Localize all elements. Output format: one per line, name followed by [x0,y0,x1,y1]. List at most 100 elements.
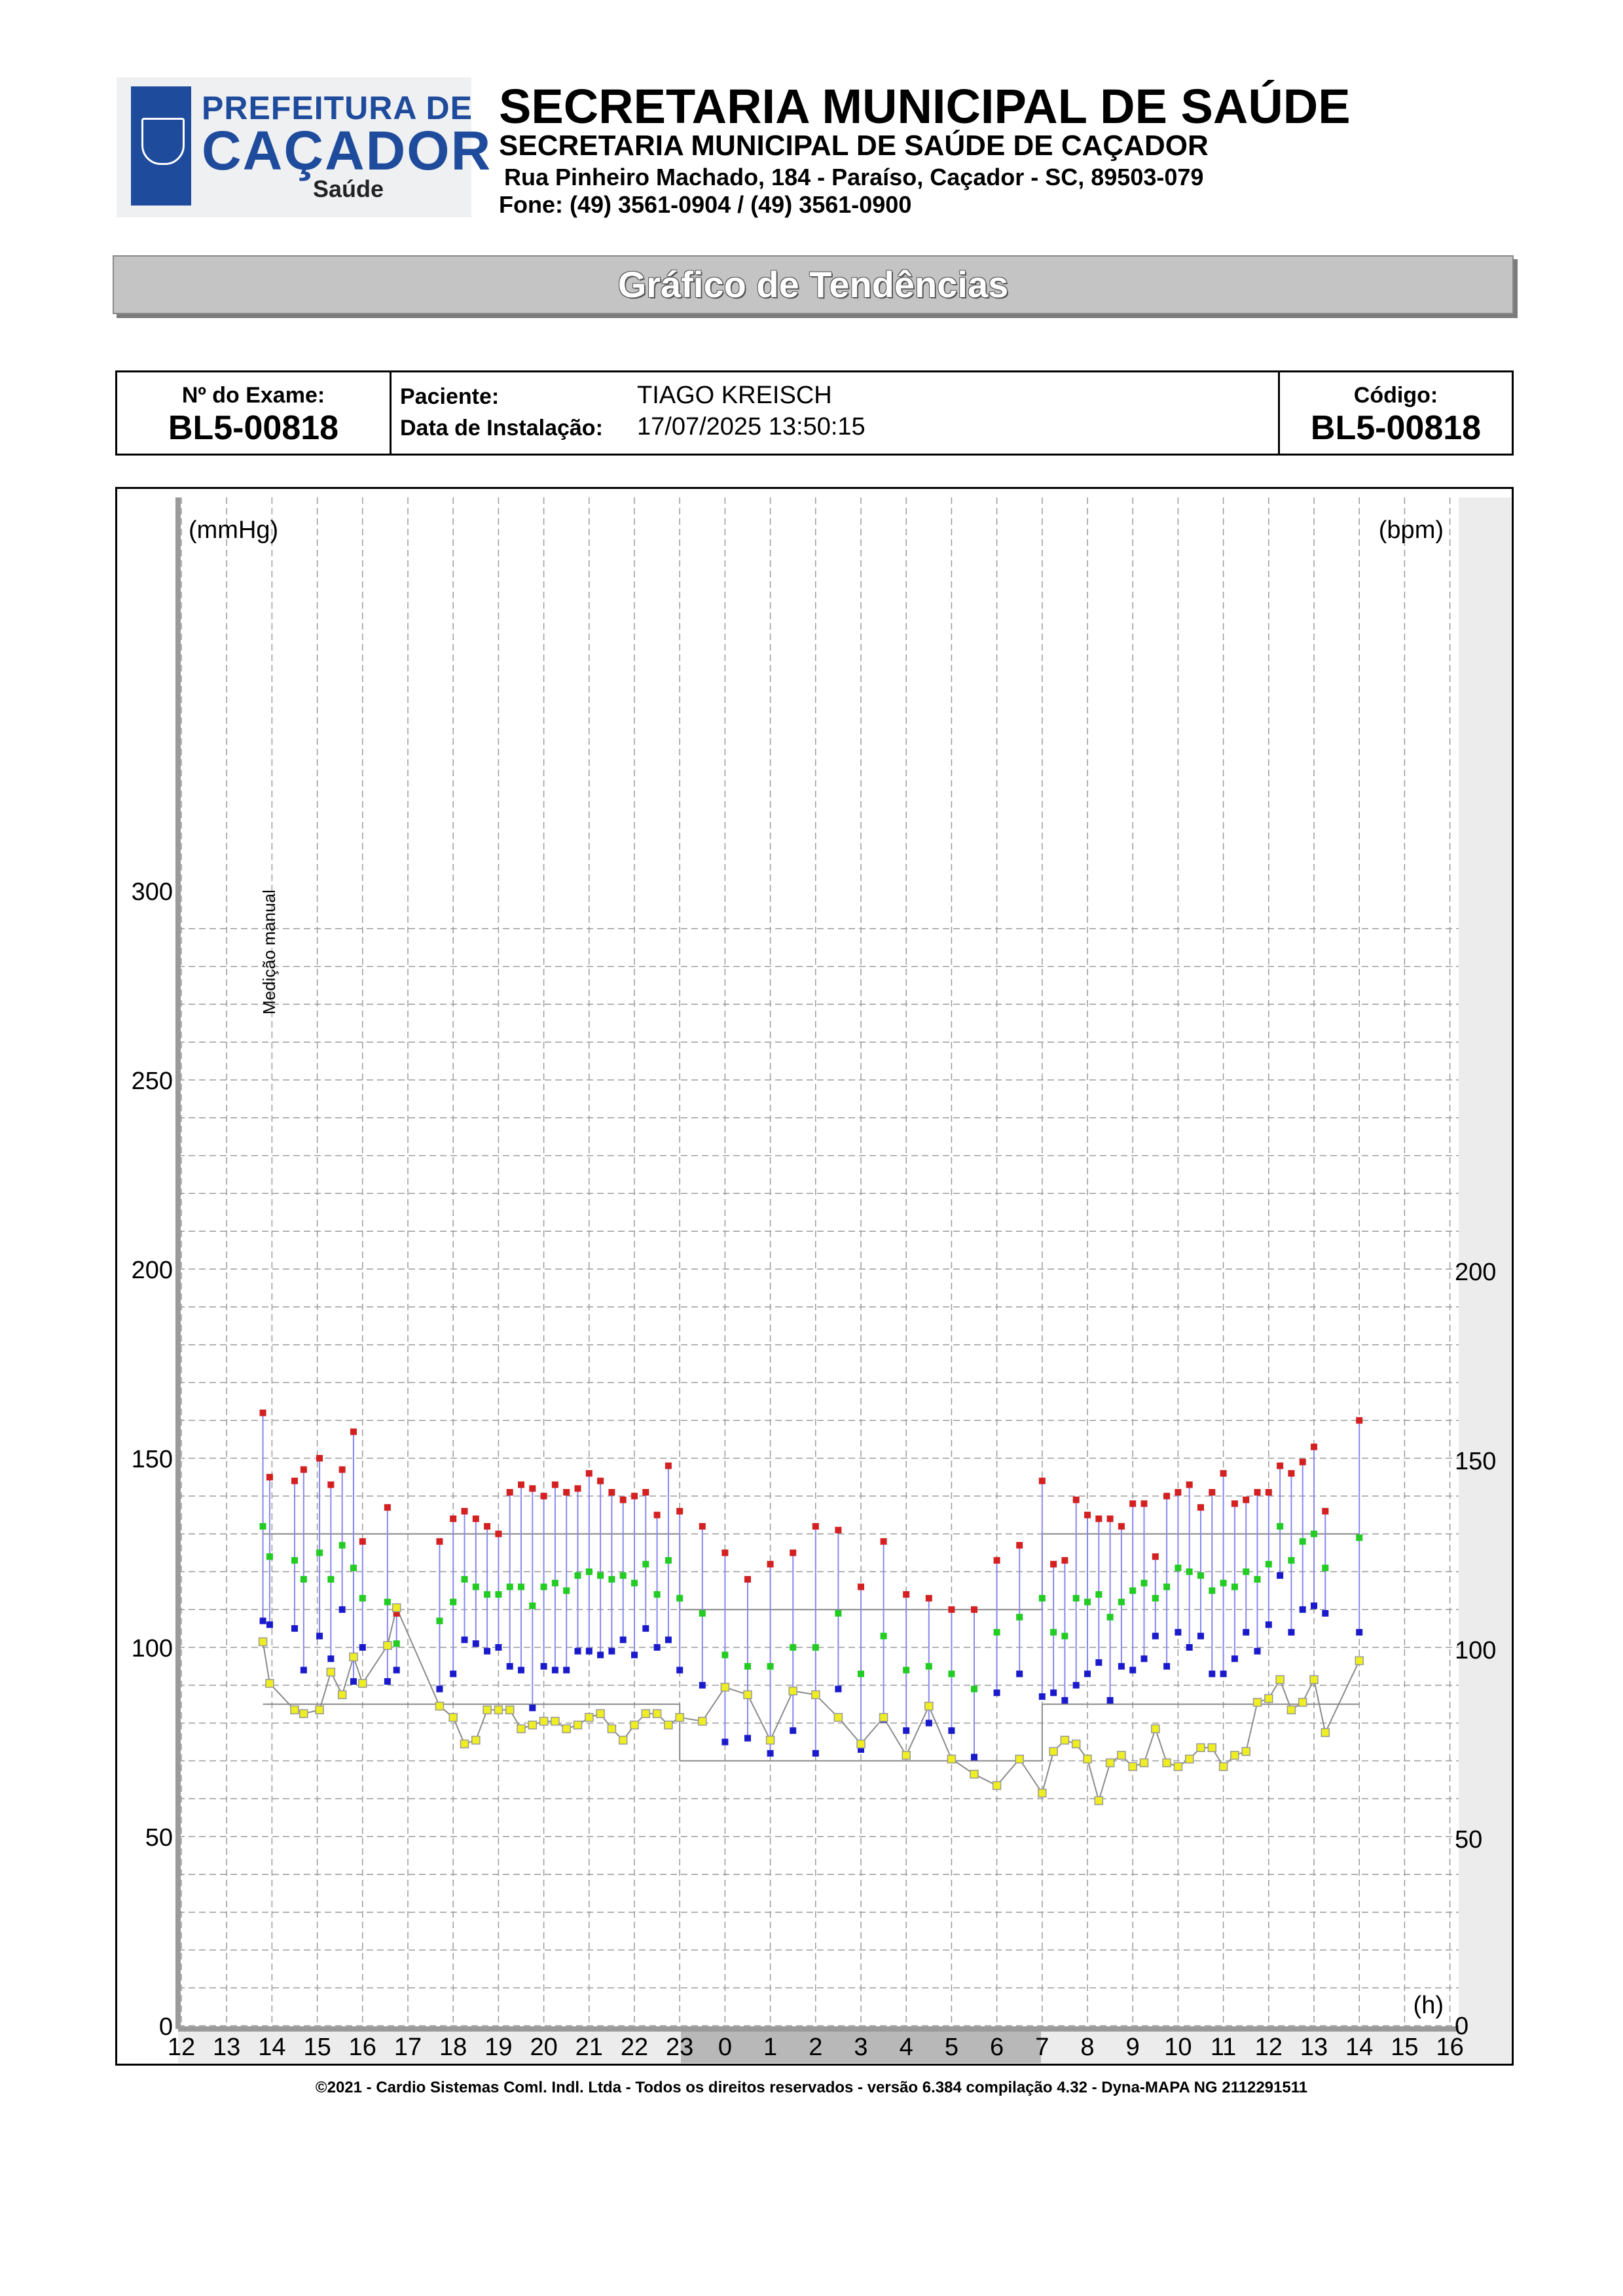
systolic-point [359,1538,366,1545]
systolic-point [721,1549,729,1556]
exam-number-cell: Nº do Exame: BL5-00818 [117,372,392,454]
diastolic-point [948,1727,955,1734]
diastolic-point [619,1636,627,1643]
x-tick-label: 16 [349,2034,376,2061]
patient-label: Paciente: [400,384,500,409]
diastolic-point [266,1621,273,1628]
systolic-point [790,1549,797,1556]
install-label: Data de Instalação: [400,416,603,440]
systolic-point [393,1609,400,1617]
mean-point [665,1557,672,1564]
heart-rate-point [1049,1747,1058,1756]
x-tick-label: 0 [718,2034,732,2061]
heart-rate-point [1309,1675,1319,1684]
systolic-point [948,1606,955,1613]
diastolic-point [1299,1606,1306,1613]
diastolic-point [450,1670,457,1677]
diastolic-point [259,1617,266,1624]
diastolic-point [436,1685,443,1693]
heart-rate-point [1173,1762,1183,1771]
heart-rate-point [924,1701,934,1711]
heart-rate-point [265,1679,274,1688]
x-tick-label: 2 [809,2034,822,2061]
heart-rate-point [349,1652,358,1662]
systolic-point [484,1523,491,1530]
mean-point [350,1564,357,1571]
mean-point [1084,1598,1091,1605]
mean-point [1243,1568,1250,1575]
systolic-point [1311,1443,1317,1450]
diastolic-point [971,1753,977,1761]
systolic-point [551,1481,558,1488]
diastolic-point [721,1738,729,1746]
mean-point [721,1651,729,1659]
diastolic-point [1152,1632,1159,1640]
heart-rate-point [483,1705,492,1715]
y-tick-label-mmhg: 0 [159,2013,173,2041]
heart-rate-point [1184,1754,1194,1764]
mean-point [291,1557,298,1564]
x-tick-label: 15 [1391,2034,1418,2061]
systolic-point [812,1523,819,1530]
mean-point [1129,1587,1137,1594]
manual-measurement-annotation: Medição manual [259,889,279,1014]
mean-point [1152,1594,1159,1602]
systolic-point [316,1455,323,1462]
logo-line-3: Saúde [313,175,384,202]
heart-rate-point [992,1781,1002,1790]
y-tick-label-mmhg: 200 [132,1257,173,1284]
mean-point [574,1572,581,1579]
mean-point [1254,1575,1261,1583]
diastolic-point [1061,1696,1068,1704]
x-tick-label: 21 [575,2034,603,2061]
diastolic-point [1197,1632,1204,1640]
diastolic-point [484,1647,491,1655]
mean-point [1061,1632,1068,1640]
systolic-point [1152,1553,1159,1560]
mean-point [563,1587,570,1594]
diastolic-point [574,1647,581,1655]
header-subtitle: SECRETARIA MUNICIPAL DE SAÚDE DE CAÇADOR [499,130,1209,162]
header-title: SECRETARIA MUNICIPAL DE SAÚDE [499,79,1351,134]
diastolic-point [359,1644,366,1651]
systolic-point [259,1409,266,1416]
diastolic-point [1175,1628,1182,1636]
diastolic-point [506,1662,513,1670]
heart-rate-point [494,1705,503,1715]
mean-point [436,1617,443,1624]
mean-point [1175,1564,1182,1571]
mean-point [384,1598,391,1605]
logo-line-2: CAÇADOR [202,120,492,181]
x-tick-label: 5 [945,2034,958,2061]
systolic-point [574,1485,581,1492]
mean-point [495,1591,502,1598]
heart-rate-point [505,1705,515,1715]
heart-rate-point [448,1713,458,1722]
mean-point [608,1575,615,1583]
footer-copyright: ©2021 - Cardio Sistemas Coml. Indl. Ltda… [315,2079,1308,2096]
mean-point [1311,1530,1317,1537]
heart-rate-point [675,1713,684,1722]
x-tick-label: 8 [1080,2034,1094,2061]
heart-rate-point [290,1705,299,1715]
systolic-point [540,1492,547,1499]
heart-rate-point [1083,1754,1092,1764]
code-label: Código: [1353,383,1438,408]
mean-point [1231,1583,1238,1590]
mean-point [1106,1613,1114,1621]
heart-rate-point [258,1637,268,1647]
systolic-point [450,1515,457,1522]
systolic-point [1072,1496,1080,1503]
systolic-point [653,1511,661,1518]
mean-point [1163,1583,1171,1590]
systolic-point [744,1575,751,1583]
systolic-point [461,1507,468,1515]
mean-point [1095,1591,1103,1598]
systolic-point [608,1489,615,1496]
diastolic-point [1220,1670,1227,1677]
heart-rate-point [1094,1796,1104,1805]
heart-rate-point [562,1724,571,1734]
mean-point [259,1523,266,1530]
right-unit-label: (bpm) [1379,516,1444,544]
